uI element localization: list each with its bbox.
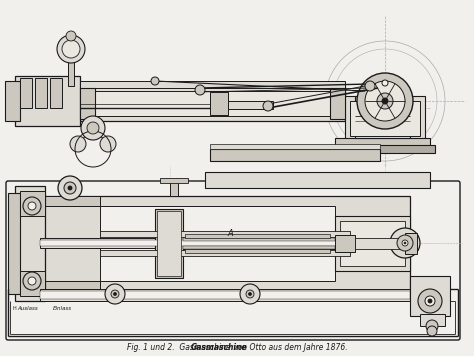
Text: H: H xyxy=(12,307,16,312)
Circle shape xyxy=(57,35,85,63)
Circle shape xyxy=(62,40,80,58)
Bar xyxy=(15,186,45,301)
Bar xyxy=(20,271,45,296)
Circle shape xyxy=(23,272,41,290)
Circle shape xyxy=(397,235,413,251)
Bar xyxy=(40,196,100,206)
Bar xyxy=(20,78,32,108)
Circle shape xyxy=(100,136,116,152)
Text: Einlass: Einlass xyxy=(53,307,72,312)
Circle shape xyxy=(426,320,438,332)
Bar xyxy=(183,238,335,249)
Circle shape xyxy=(365,81,405,121)
Circle shape xyxy=(428,299,432,303)
Bar xyxy=(35,78,47,108)
Bar xyxy=(15,76,80,126)
Bar xyxy=(355,238,410,249)
Bar xyxy=(155,209,183,278)
Circle shape xyxy=(390,228,420,258)
Circle shape xyxy=(111,290,119,298)
Circle shape xyxy=(248,293,252,295)
Bar xyxy=(68,56,74,86)
Bar xyxy=(40,240,410,246)
Bar xyxy=(325,145,435,153)
Bar xyxy=(335,138,430,146)
Bar xyxy=(350,101,420,136)
Circle shape xyxy=(66,31,76,41)
Bar xyxy=(185,249,330,253)
Circle shape xyxy=(240,284,260,304)
Bar xyxy=(40,238,410,248)
Circle shape xyxy=(402,240,408,246)
Bar xyxy=(355,96,410,138)
Bar xyxy=(210,144,380,149)
Circle shape xyxy=(382,80,388,86)
Bar xyxy=(100,250,350,256)
Circle shape xyxy=(113,293,117,295)
Bar xyxy=(205,172,430,188)
Circle shape xyxy=(246,290,254,298)
Text: Gasmaschine: Gasmaschine xyxy=(191,342,247,351)
Circle shape xyxy=(195,85,205,95)
Circle shape xyxy=(382,98,388,104)
Bar xyxy=(345,96,425,141)
Circle shape xyxy=(28,277,36,285)
Text: A: A xyxy=(227,230,233,239)
Circle shape xyxy=(58,176,82,200)
Circle shape xyxy=(365,81,375,91)
Bar xyxy=(20,191,45,216)
Bar xyxy=(335,235,355,252)
Bar xyxy=(50,78,62,108)
Circle shape xyxy=(418,289,442,313)
Circle shape xyxy=(64,182,76,194)
Bar xyxy=(210,149,380,161)
Circle shape xyxy=(151,77,159,85)
Circle shape xyxy=(68,186,72,190)
Bar xyxy=(183,246,335,249)
Bar xyxy=(185,234,330,238)
Bar xyxy=(210,92,228,115)
Bar xyxy=(420,314,445,326)
Bar xyxy=(330,88,345,119)
Text: Fig. 1 und 2.  Gasmaschine von Otto aus dem Jahre 1876.: Fig. 1 und 2. Gasmaschine von Otto aus d… xyxy=(127,342,347,351)
Circle shape xyxy=(263,101,273,111)
Bar xyxy=(160,178,188,183)
Bar xyxy=(40,291,410,299)
Circle shape xyxy=(357,73,413,129)
Circle shape xyxy=(87,122,99,134)
Bar xyxy=(8,193,20,294)
FancyBboxPatch shape xyxy=(6,181,460,340)
Bar xyxy=(100,206,335,281)
Bar xyxy=(405,233,417,254)
Circle shape xyxy=(404,242,406,244)
Bar xyxy=(228,101,273,109)
Circle shape xyxy=(425,296,435,306)
Bar xyxy=(40,196,410,291)
Bar xyxy=(5,81,20,121)
Circle shape xyxy=(377,93,393,109)
Bar xyxy=(40,281,100,291)
Circle shape xyxy=(28,202,36,210)
Circle shape xyxy=(70,136,86,152)
Bar xyxy=(183,238,335,241)
Bar xyxy=(40,289,410,301)
Bar xyxy=(100,231,350,237)
Bar xyxy=(80,86,345,121)
Circle shape xyxy=(81,116,105,140)
Bar xyxy=(170,181,178,196)
Bar xyxy=(80,81,345,88)
Bar xyxy=(157,211,181,276)
Bar xyxy=(95,91,335,116)
Circle shape xyxy=(427,326,437,336)
Circle shape xyxy=(23,197,41,215)
Bar xyxy=(340,221,405,266)
Text: Auslass: Auslass xyxy=(18,307,38,312)
Bar xyxy=(335,216,410,271)
Bar xyxy=(410,276,450,316)
Circle shape xyxy=(105,284,125,304)
Bar xyxy=(80,88,95,119)
